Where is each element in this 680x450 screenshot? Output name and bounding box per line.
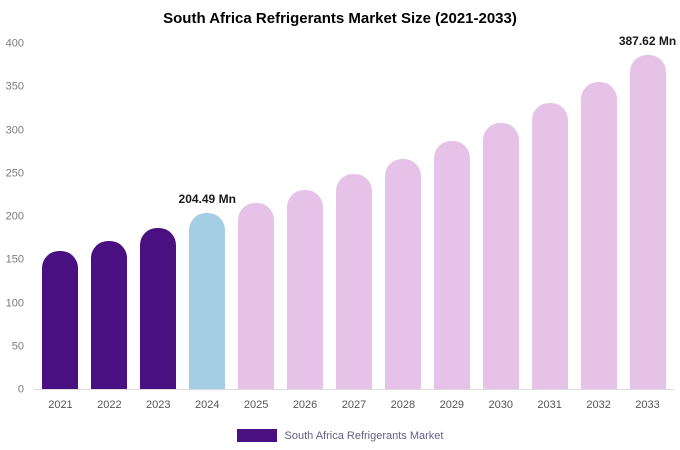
bar-2030[interactable] xyxy=(482,122,519,389)
x-axis-label: 2029 xyxy=(439,399,465,411)
x-axis-label: 2021 xyxy=(48,399,73,411)
y-tick-label: 400 xyxy=(5,37,24,50)
bar-2024[interactable] xyxy=(189,212,226,389)
x-axis-label: 2023 xyxy=(146,399,171,411)
bar-column: 204.49 Mn 2024 xyxy=(179,44,236,411)
x-axis-label: 2033 xyxy=(635,399,660,411)
x-axis-label: 2031 xyxy=(537,399,562,411)
y-tick-label: 0 xyxy=(17,383,24,396)
x-axis-label: 2022 xyxy=(97,399,122,411)
bar-2029[interactable] xyxy=(433,141,470,389)
legend-label: South Africa Refrigerants Market xyxy=(284,429,444,442)
y-axis: 0 50 100 150 200 250 300 350 400 xyxy=(0,38,28,395)
bar-column: 2032 xyxy=(574,44,623,411)
x-axis-label: 2024 xyxy=(194,399,220,411)
y-tick-label: 50 xyxy=(11,340,24,353)
bar-2022[interactable] xyxy=(91,240,128,389)
bar-column: 2021 xyxy=(36,44,85,411)
bar-2027[interactable] xyxy=(335,174,372,389)
bar-2021[interactable] xyxy=(42,251,79,389)
y-tick-label: 200 xyxy=(5,210,24,223)
legend: South Africa Refrigerants Market xyxy=(0,429,680,442)
bar-value-label: 204.49 Mn xyxy=(178,191,236,206)
bar-2033[interactable] xyxy=(629,54,666,389)
y-tick-label: 300 xyxy=(5,124,24,136)
y-tick-label: 100 xyxy=(5,297,24,309)
legend-swatch xyxy=(236,429,277,442)
bar-2028[interactable] xyxy=(384,158,421,389)
bar-column: 2027 xyxy=(330,44,379,411)
bar-column: 2029 xyxy=(427,44,476,411)
x-axis-label: 2028 xyxy=(390,399,416,411)
bar-column: 387.62 Mn 2033 xyxy=(619,34,676,411)
x-axis-label: 2030 xyxy=(488,399,513,411)
bar-column: 2028 xyxy=(378,44,427,411)
x-axis-label: 2032 xyxy=(586,399,611,411)
bar-2026[interactable] xyxy=(287,189,324,389)
bar-value-label: 387.62 Mn xyxy=(618,33,677,48)
bar-2023[interactable] xyxy=(140,227,177,389)
y-tick-label: 250 xyxy=(5,167,24,180)
bar-2031[interactable] xyxy=(531,102,568,389)
chart-title: South Africa Refrigerants Market Size (2… xyxy=(163,10,517,27)
bar-column: 2022 xyxy=(85,44,134,411)
x-axis-label: 2025 xyxy=(243,399,269,411)
bar-column: 2026 xyxy=(281,44,330,411)
bar-2025[interactable] xyxy=(238,202,275,389)
bar-column: 2023 xyxy=(134,44,183,411)
x-axis-label: 2027 xyxy=(341,399,367,411)
plot-area: 2021 2022 2023 204.49 Mn 2024 2025 2026 2027 202… xyxy=(34,34,676,411)
bar-2032[interactable] xyxy=(580,81,617,389)
y-tick-label: 350 xyxy=(5,80,24,93)
x-axis-label: 2026 xyxy=(292,399,318,411)
bars: 2021 2022 2023 204.49 Mn 2024 2025 2026 2027 202… xyxy=(34,34,676,411)
bar-column: 2031 xyxy=(525,44,574,411)
y-tick-label: 150 xyxy=(5,253,24,266)
bar-column: 2025 xyxy=(232,44,281,411)
bar-column: 2030 xyxy=(476,44,525,411)
